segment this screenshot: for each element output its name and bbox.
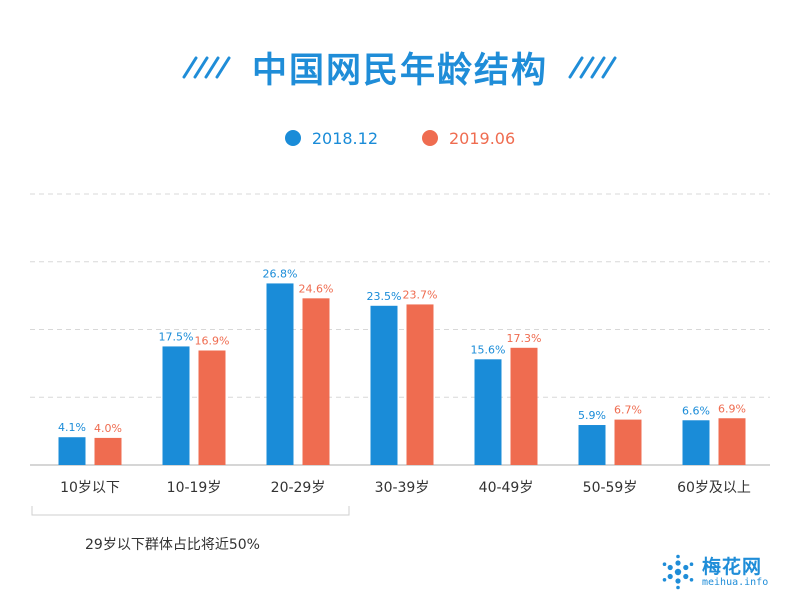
title-row: 中国网民年龄结构 xyxy=(0,40,800,94)
data-label-series2-1: 16.9% xyxy=(195,335,230,348)
bar-series2-4 xyxy=(510,347,538,465)
bar-series1-4 xyxy=(474,359,502,465)
data-label-series2-5: 6.7% xyxy=(614,404,642,417)
data-label-series1-2: 26.8% xyxy=(263,267,298,280)
bar-series1-6 xyxy=(682,420,710,465)
slash-decoration-left-icon xyxy=(182,56,231,79)
bar-series2-0 xyxy=(94,437,122,465)
x-tick-label-1: 10-19岁 xyxy=(167,480,222,496)
annotation-text: 29岁以下群体占比将近50% xyxy=(85,537,260,553)
data-label-series2-4: 17.3% xyxy=(507,332,542,345)
legend-item-series-2: 2019.06 xyxy=(422,129,515,148)
data-label-series1-4: 15.6% xyxy=(471,343,506,356)
logo-name: 梅花网 xyxy=(702,556,763,578)
bar-series1-3 xyxy=(370,305,398,465)
bar-series2-5 xyxy=(614,419,642,465)
data-label-series1-0: 4.1% xyxy=(58,421,86,434)
x-tick-label-4: 40-49岁 xyxy=(479,480,534,496)
bar-series2-3 xyxy=(406,304,434,465)
legend-label-series-2: 2019.06 xyxy=(449,128,516,148)
data-label-series1-3: 23.5% xyxy=(367,290,402,303)
bar-series1-0 xyxy=(58,437,86,465)
brand-logo: 梅花网 meihua.info xyxy=(660,552,790,592)
legend: 2018.12 2019.06 xyxy=(0,126,800,150)
chart-title: 中国网民年龄结构 xyxy=(251,50,548,91)
bar-series1-5 xyxy=(578,425,606,465)
data-label-series1-5: 5.9% xyxy=(578,409,606,422)
data-label-series2-3: 23.7% xyxy=(403,288,438,301)
bar-series1-1 xyxy=(162,346,190,465)
legend-label-series-1: 2018.12 xyxy=(311,128,378,148)
x-tick-label-0: 10岁以下 xyxy=(60,480,120,496)
data-label-series1-1: 17.5% xyxy=(159,330,194,343)
bar-series1-2 xyxy=(266,283,294,465)
data-label-series2-2: 24.6% xyxy=(299,282,334,295)
logo-domain: meihua.info xyxy=(702,577,769,588)
legend-swatch-series-1 xyxy=(284,130,301,146)
x-tick-label-6: 60岁及以上 xyxy=(677,480,751,496)
x-tick-label-5: 50-59岁 xyxy=(583,480,638,496)
bar-series2-2 xyxy=(302,298,330,465)
data-label-series2-6: 6.9% xyxy=(718,402,746,415)
snowflake-logo-icon xyxy=(662,554,694,590)
bar-series2-1 xyxy=(198,350,226,465)
x-tick-label-3: 30-39岁 xyxy=(375,480,430,496)
data-label-series1-6: 6.6% xyxy=(682,404,710,417)
x-tick-label-2: 20-29岁 xyxy=(271,480,326,496)
bar-series2-6 xyxy=(718,418,746,465)
slash-decoration-right-icon xyxy=(568,56,617,79)
legend-swatch-series-2 xyxy=(422,130,438,146)
data-label-series2-0: 4.0% xyxy=(94,422,122,435)
legend-item-series-1: 2018.12 xyxy=(284,128,378,148)
annotation-bracket xyxy=(31,506,350,516)
